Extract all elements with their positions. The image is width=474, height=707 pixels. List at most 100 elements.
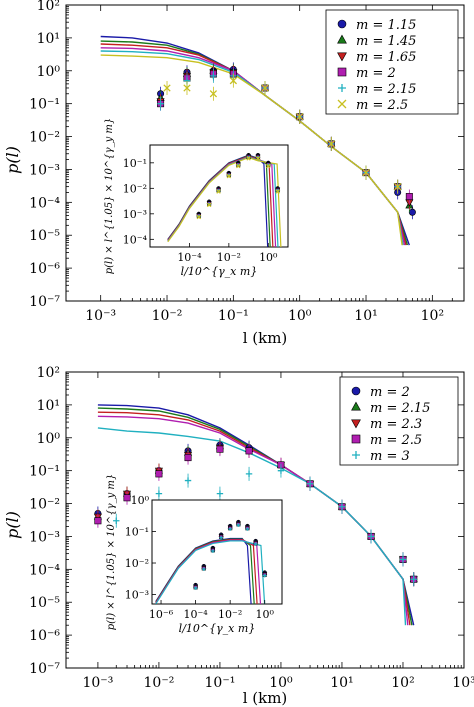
bottom-plot-content: 10⁻³ 10⁻² 10⁻¹ 10⁰ 10¹ 10² 10³ 10⁻⁷ 10⁻⁶ 10⁻⁵ 10⁻⁴… bbox=[29, 365, 474, 691]
inset-x-tick-label: 10⁰ bbox=[256, 608, 275, 621]
y-tick-label: 10⁻³ bbox=[29, 529, 60, 545]
data-point bbox=[405, 193, 413, 201]
inset-plot: 10⁻⁴ 10⁻² 10⁰ 10⁻⁴ 10⁻³ 10⁻² 10⁻¹ l/10^{γ_x m} p… bbox=[104, 118, 289, 278]
inset-frame bbox=[151, 499, 283, 605]
x-tick-label: 10⁰ bbox=[269, 675, 293, 691]
inset-data-point bbox=[216, 189, 221, 194]
inset-y-axis-label: p(l) × l^{1.05} × 10^{γ_y m} bbox=[104, 118, 115, 275]
inset-data-point bbox=[266, 163, 271, 169]
y-tick-label: 10⁻⁶ bbox=[29, 261, 60, 277]
y-tick-label: 10⁻⁵ bbox=[29, 228, 60, 244]
data-point bbox=[216, 490, 224, 497]
y-tick-label: 10⁰ bbox=[37, 431, 61, 447]
y-tick-label: 10² bbox=[37, 365, 60, 381]
inset-x-axis-label: l/10^{γ_x m} bbox=[179, 622, 256, 635]
data-point bbox=[184, 454, 192, 462]
data-point bbox=[327, 140, 335, 148]
data-point bbox=[362, 168, 370, 177]
inset-data-point bbox=[236, 523, 241, 527]
x-tick-label: 10⁻¹ bbox=[205, 675, 236, 691]
legend-marker bbox=[337, 52, 347, 62]
data-point bbox=[157, 100, 164, 107]
legend: m = 1.15m = 1.45m = 1.65m = 2m = 2.15m =… bbox=[325, 9, 459, 115]
bottom-panel: 10⁻³ 10⁻² 10⁻¹ 10⁰ 10¹ 10² 10³ 10⁻⁷ 10⁻⁶ 10⁻⁵ 10⁻⁴… bbox=[3, 365, 474, 707]
data-point bbox=[394, 182, 402, 191]
legend-label: m = 2 bbox=[356, 66, 396, 81]
legend-label: m = 1.45 bbox=[356, 34, 416, 49]
x-tick-label: 10⁻² bbox=[144, 675, 175, 691]
legend-marker bbox=[351, 419, 361, 429]
y-tick-label: 10¹ bbox=[37, 398, 60, 414]
inset-y-tick-label: 10⁻⁴ bbox=[123, 233, 148, 246]
data-point bbox=[163, 84, 171, 92]
inset-y-tick-label: 10⁻² bbox=[123, 182, 147, 195]
data-point bbox=[408, 208, 416, 216]
inset-data-point bbox=[193, 586, 198, 590]
legend-marker bbox=[337, 67, 347, 77]
top-y-axis-label: p(l) bbox=[3, 146, 22, 174]
legend-marker bbox=[351, 434, 361, 444]
plot-area bbox=[93, 404, 418, 626]
data-point bbox=[245, 447, 253, 455]
inset-data-point bbox=[211, 549, 215, 553]
legend-label: m = 3 bbox=[370, 449, 410, 464]
legend-marker bbox=[351, 386, 361, 396]
inset-y-tick-label: 10⁻³ bbox=[125, 589, 149, 602]
legend-box bbox=[325, 9, 459, 115]
series-line bbox=[100, 54, 403, 246]
inset-y-tick-label: 10⁻³ bbox=[123, 208, 147, 221]
legend-label: m = 1.15 bbox=[356, 18, 416, 33]
top-x-axis-label: l (km) bbox=[243, 329, 288, 347]
bottom-y-axis-label: p(l) bbox=[3, 511, 22, 539]
inset-x-tick-label: 10⁻⁴ bbox=[183, 608, 208, 621]
inset-data-point bbox=[228, 527, 232, 531]
y-tick-label: 10⁻¹ bbox=[29, 97, 60, 113]
data-point bbox=[183, 84, 191, 92]
inset-y-axis-label: p(l) × l^{1.05} × 10^{γ_y m} bbox=[106, 474, 117, 631]
inset-x-tick-label: 10⁻² bbox=[218, 608, 242, 621]
data-point bbox=[216, 445, 224, 453]
bottom-x-axis-label: l (km) bbox=[243, 689, 288, 707]
x-tick-label: 10⁰ bbox=[288, 308, 312, 324]
inset-data-point bbox=[202, 567, 206, 571]
x-tick-label: 10⁻² bbox=[152, 308, 183, 324]
inset-x-tick-label: 10⁻⁴ bbox=[177, 251, 202, 264]
data-point bbox=[261, 84, 269, 92]
y-tick-label: 10⁻⁴ bbox=[29, 562, 60, 578]
data-point bbox=[229, 77, 238, 85]
legend-label: m = 2.3 bbox=[370, 417, 422, 432]
y-tick-label: 10⁻⁵ bbox=[29, 595, 60, 611]
legend-label: m = 2.15 bbox=[370, 401, 430, 416]
x-tick-label: 10⁻³ bbox=[82, 675, 113, 691]
legend-label: m = 2 bbox=[370, 385, 410, 400]
inset-y-tick-label: 10⁰ bbox=[131, 494, 150, 507]
data-point bbox=[410, 576, 417, 583]
y-tick-label: 10⁻⁶ bbox=[29, 628, 60, 644]
x-tick-label: 10³ bbox=[452, 675, 474, 691]
data-point bbox=[296, 113, 304, 121]
legend-marker bbox=[337, 99, 347, 109]
inset-data-point bbox=[262, 573, 267, 578]
inset-data-point bbox=[196, 214, 202, 220]
inset-data-point bbox=[255, 156, 261, 161]
inset-y-tick-label: 10⁻² bbox=[125, 557, 149, 570]
y-tick-label: 10² bbox=[37, 0, 60, 14]
inset-data-point bbox=[206, 202, 212, 208]
x-tick-label: 10¹ bbox=[354, 308, 377, 324]
data-point bbox=[367, 533, 375, 540]
inset-x-tick-label: 10⁻⁶ bbox=[149, 608, 174, 621]
inset-y-tick-label: 10⁻¹ bbox=[125, 526, 149, 539]
legend-marker bbox=[337, 19, 347, 29]
data-point bbox=[123, 494, 131, 502]
legend-marker bbox=[338, 84, 346, 92]
inset-data-point bbox=[245, 527, 250, 531]
data-point bbox=[306, 480, 314, 487]
data-point bbox=[113, 517, 120, 524]
top-panel: 10⁻³ 10⁻² 10⁻¹ 10⁰ 10¹ 10²10⁻⁷10⁻⁶10⁻⁵10⁻⁴10⁻… bbox=[3, 0, 465, 347]
legend-label: m = 2.5 bbox=[356, 98, 408, 113]
data-point bbox=[94, 517, 102, 525]
data-point bbox=[245, 470, 253, 478]
x-tick-label: 10¹ bbox=[330, 675, 353, 691]
y-tick-label: 10⁻² bbox=[29, 130, 60, 146]
